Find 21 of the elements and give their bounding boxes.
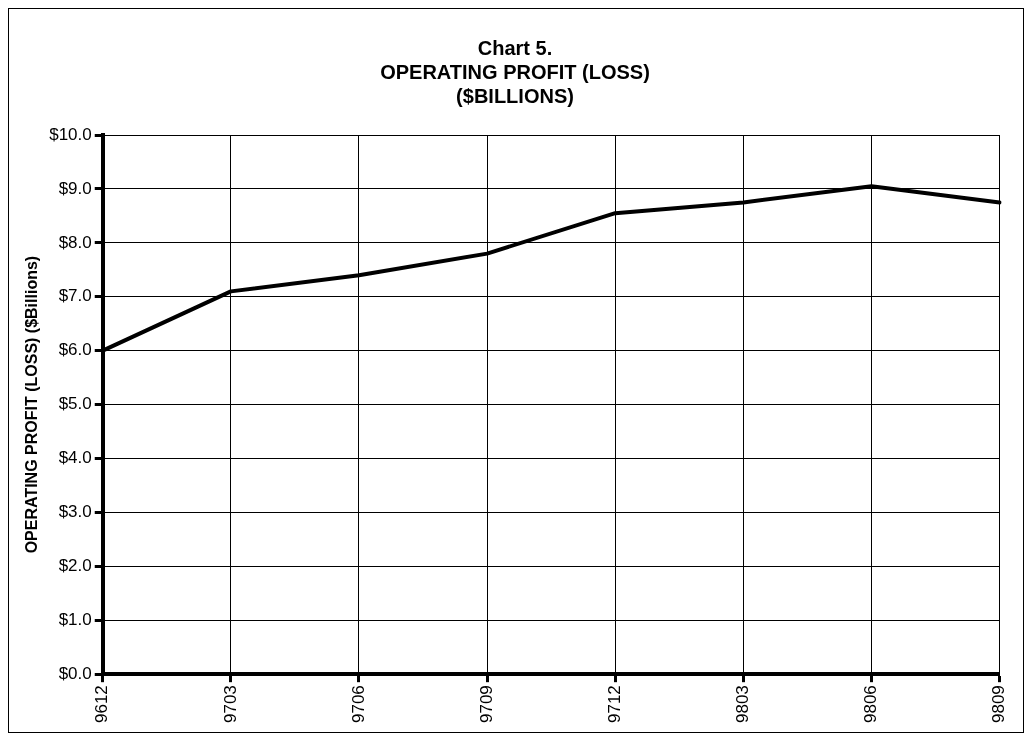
chart-title: Chart 5. OPERATING PROFIT (LOSS) ($BILLIONS)	[380, 36, 650, 107]
x-tick-label: 9712	[604, 685, 624, 724]
x-tick-label: 9803	[733, 685, 753, 724]
y-tick-label: $0.0	[58, 663, 92, 683]
y-tick-label: $3.0	[58, 502, 92, 522]
y-tick-label: $6.0	[58, 340, 92, 360]
x-tick-label: 9806	[861, 685, 881, 724]
y-tick-label: $1.0	[58, 609, 92, 629]
y-tick-label: $8.0	[58, 232, 92, 252]
y-tick-label: $4.0	[58, 448, 92, 468]
x-tick-label: 9709	[476, 685, 496, 724]
y-tick-label: $10.0	[49, 124, 92, 144]
x-tick-label: 9706	[348, 685, 368, 724]
y-tick-label: $9.0	[58, 178, 92, 198]
y-tick-label: $2.0	[58, 556, 92, 576]
y-tick-label: $5.0	[58, 394, 92, 414]
y-axis-title: OPERATING PROFIT (LOSS) ($Billions)	[23, 255, 41, 554]
x-tick-label: 9612	[92, 685, 112, 724]
y-tick-label: $7.0	[58, 286, 92, 306]
x-tick-label: 9703	[220, 685, 240, 724]
x-tick-label: 9809	[989, 685, 1009, 724]
